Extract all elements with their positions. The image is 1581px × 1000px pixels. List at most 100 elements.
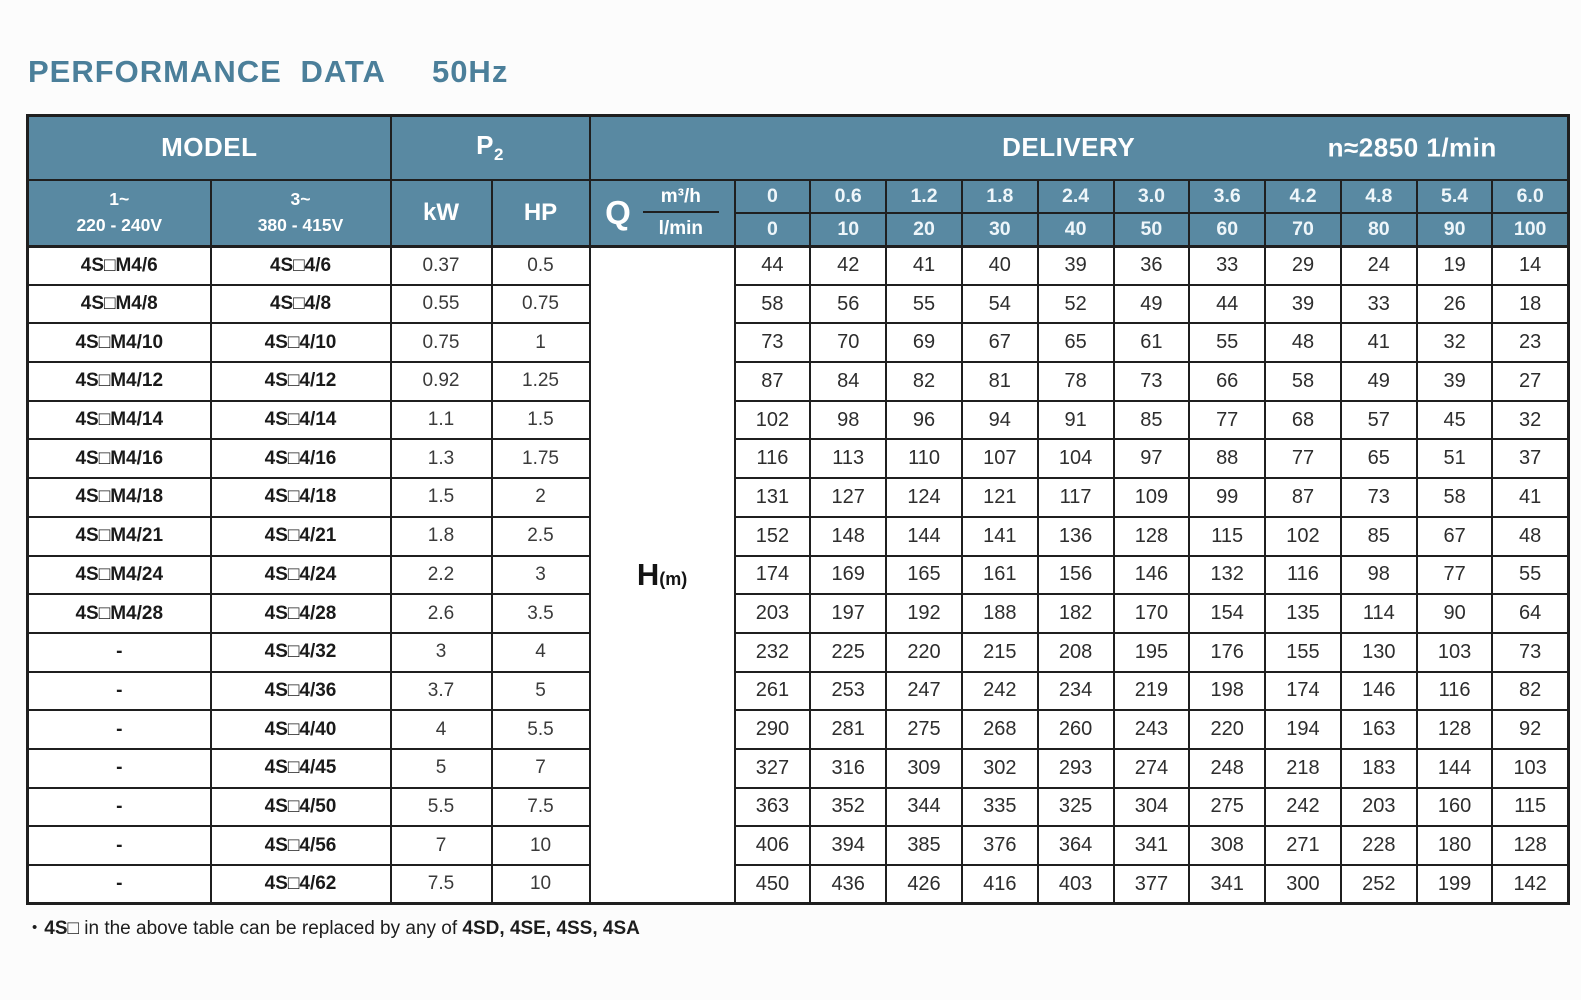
delivery-value-cell: 304 [1112,786,1191,828]
delivery-value-cell: 70 [809,322,888,364]
delivery-value-cell: 37 [1491,438,1570,480]
model-1ph-cell: - [26,670,212,712]
delivery-value-cell: 103 [1415,631,1494,673]
hp-cell: 7 [490,747,591,789]
delivery-value-cell: 376 [960,825,1039,866]
delivery-value-cell: 128 [1112,515,1191,557]
delivery-value-cell: 29 [1264,245,1342,286]
delivery-value-cell: 341 [1188,864,1267,905]
lmin-unit-label: l/min [658,217,704,239]
m3h-value: 0.6 [809,178,888,214]
kw-cell: 0.37 [389,245,493,286]
model-3ph-cell: 4S□4/56 [209,825,392,866]
table-row: 4S□M4/14 4S□4/14 1.1 1.5 102 98 96 94 91 85 77 68 57… [26,399,1570,441]
delivery-value-cell: 327 [733,747,812,789]
delivery-value-cell: 261 [733,670,812,712]
kw-cell: 3 [389,631,493,673]
delivery-value-cell: 113 [809,438,888,480]
kw-header: kW [389,178,493,248]
model-1ph-cell: 4S□M4/18 [26,477,212,518]
delivery-value-cell: 155 [1264,631,1342,673]
delivery-value-cell: 64 [1491,593,1570,634]
delivery-value-cell: 77 [1264,438,1342,480]
hp-cell: 0.75 [490,283,591,325]
delivery-value-cell: 58 [1415,477,1494,518]
delivery-value-cell: 56 [809,283,888,325]
delivery-value-cell: 183 [1339,747,1418,789]
kw-cell: 3.7 [389,670,493,712]
delivery-value-cell: 281 [809,709,888,750]
model-3ph-cell: 4S□4/24 [209,554,392,596]
delivery-value-cell: 275 [1188,786,1267,828]
delivery-value-cell: 128 [1415,709,1494,750]
delivery-value-cell: 247 [885,670,963,712]
model-3ph-cell: 4S□4/8 [209,283,392,325]
p2-subscript: 2 [493,145,504,165]
delivery-value-cell: 110 [885,438,963,480]
delivery-value-cell: 308 [1188,825,1267,866]
delivery-value-cell: 450 [733,864,812,905]
kw-cell: 7.5 [389,864,493,905]
delivery-value-cell: 104 [1036,438,1115,480]
delivery-value-cell: 24 [1339,245,1418,286]
delivery-value-cell: 85 [1112,399,1191,441]
delivery-value-cell: 416 [960,864,1039,905]
delivery-value-cell: 253 [809,670,888,712]
delivery-value-cell: 141 [960,515,1039,557]
footnote-text: in the above table can be replaced by an… [78,918,463,940]
model-1ph-cell: - [26,786,212,828]
model-3ph-cell: 4S□4/50 [209,786,392,828]
delivery-value-cell: 192 [885,593,963,634]
table-row: -4S□4/32 3 4 232 225 220 215 208 195 176 155 130 103… [26,631,1570,673]
hp-cell: 3 [490,554,591,596]
kw-cell: 2.2 [389,554,493,596]
m3h-value: 4.2 [1264,178,1342,214]
delivery-value-cell: 144 [1415,747,1494,789]
delivery-value-cell: 115 [1188,515,1267,557]
footnote-model-prefix: 4S□ [44,918,79,940]
delivery-value-cell: 218 [1264,747,1342,789]
delivery-value-cell: 232 [733,631,812,673]
m3h-value: 3.0 [1112,178,1191,214]
delivery-value-cell: 77 [1415,554,1494,596]
delivery-value-cell: 274 [1112,747,1191,789]
delivery-value-cell: 403 [1036,864,1115,905]
lmin-value: 40 [1036,211,1115,248]
model-3ph-cell: 4S□4/36 [209,670,392,712]
delivery-value-cell: 102 [1264,515,1342,557]
delivery-value-cell: 394 [809,825,888,866]
delivery-value-cell: 65 [1036,322,1115,364]
delivery-value-cell: 66 [1188,361,1267,402]
delivery-value-cell: 94 [960,399,1039,441]
hp-cell: 1.5 [490,399,591,441]
delivery-value-cell: 88 [1188,438,1267,480]
delivery-value-cell: 33 [1188,245,1267,286]
delivery-value-cell: 36 [1112,245,1191,286]
model-3ph-cell: 4S□4/6 [209,245,392,286]
kw-cell: 1.5 [389,477,493,518]
delivery-value-cell: 130 [1339,631,1418,673]
lmin-value: 70 [1264,211,1342,248]
model-3ph-cell: 4S□4/62 [209,864,392,905]
voltage-3ph-header: 3~ 380 - 415V [209,178,392,248]
delivery-value-cell: 32 [1491,399,1570,441]
delivery-value-cell: 174 [733,554,812,596]
delivery-value-cell: 197 [809,593,888,634]
delivery-value-cell: 96 [885,399,963,441]
delivery-value-cell: 98 [809,399,888,441]
table-body: 4S□M4/6 4S□4/6 0.37 0.5 H(m) 44 42 41 40 39 36 33 29… [26,245,1570,905]
model-3ph-cell: 4S□4/12 [209,361,392,402]
page-title-frequency: 50Hz [431,54,509,89]
delivery-value-cell: 180 [1415,825,1494,866]
delivery-value-cell: 41 [885,245,963,286]
m3h-value: 1.2 [885,178,963,214]
model-1ph-cell: 4S□M4/21 [26,515,212,557]
delivery-value-cell: 275 [885,709,963,750]
delivery-value-cell: 92 [1491,709,1570,750]
delivery-value-cell: 135 [1264,593,1342,634]
voltage-3ph-range: 380 - 415V [257,214,344,235]
delivery-value-cell: 128 [1491,825,1570,866]
delivery-value-cell: 98 [1339,554,1418,596]
head-meters-label: H [636,556,660,592]
delivery-value-cell: 73 [1491,631,1570,673]
